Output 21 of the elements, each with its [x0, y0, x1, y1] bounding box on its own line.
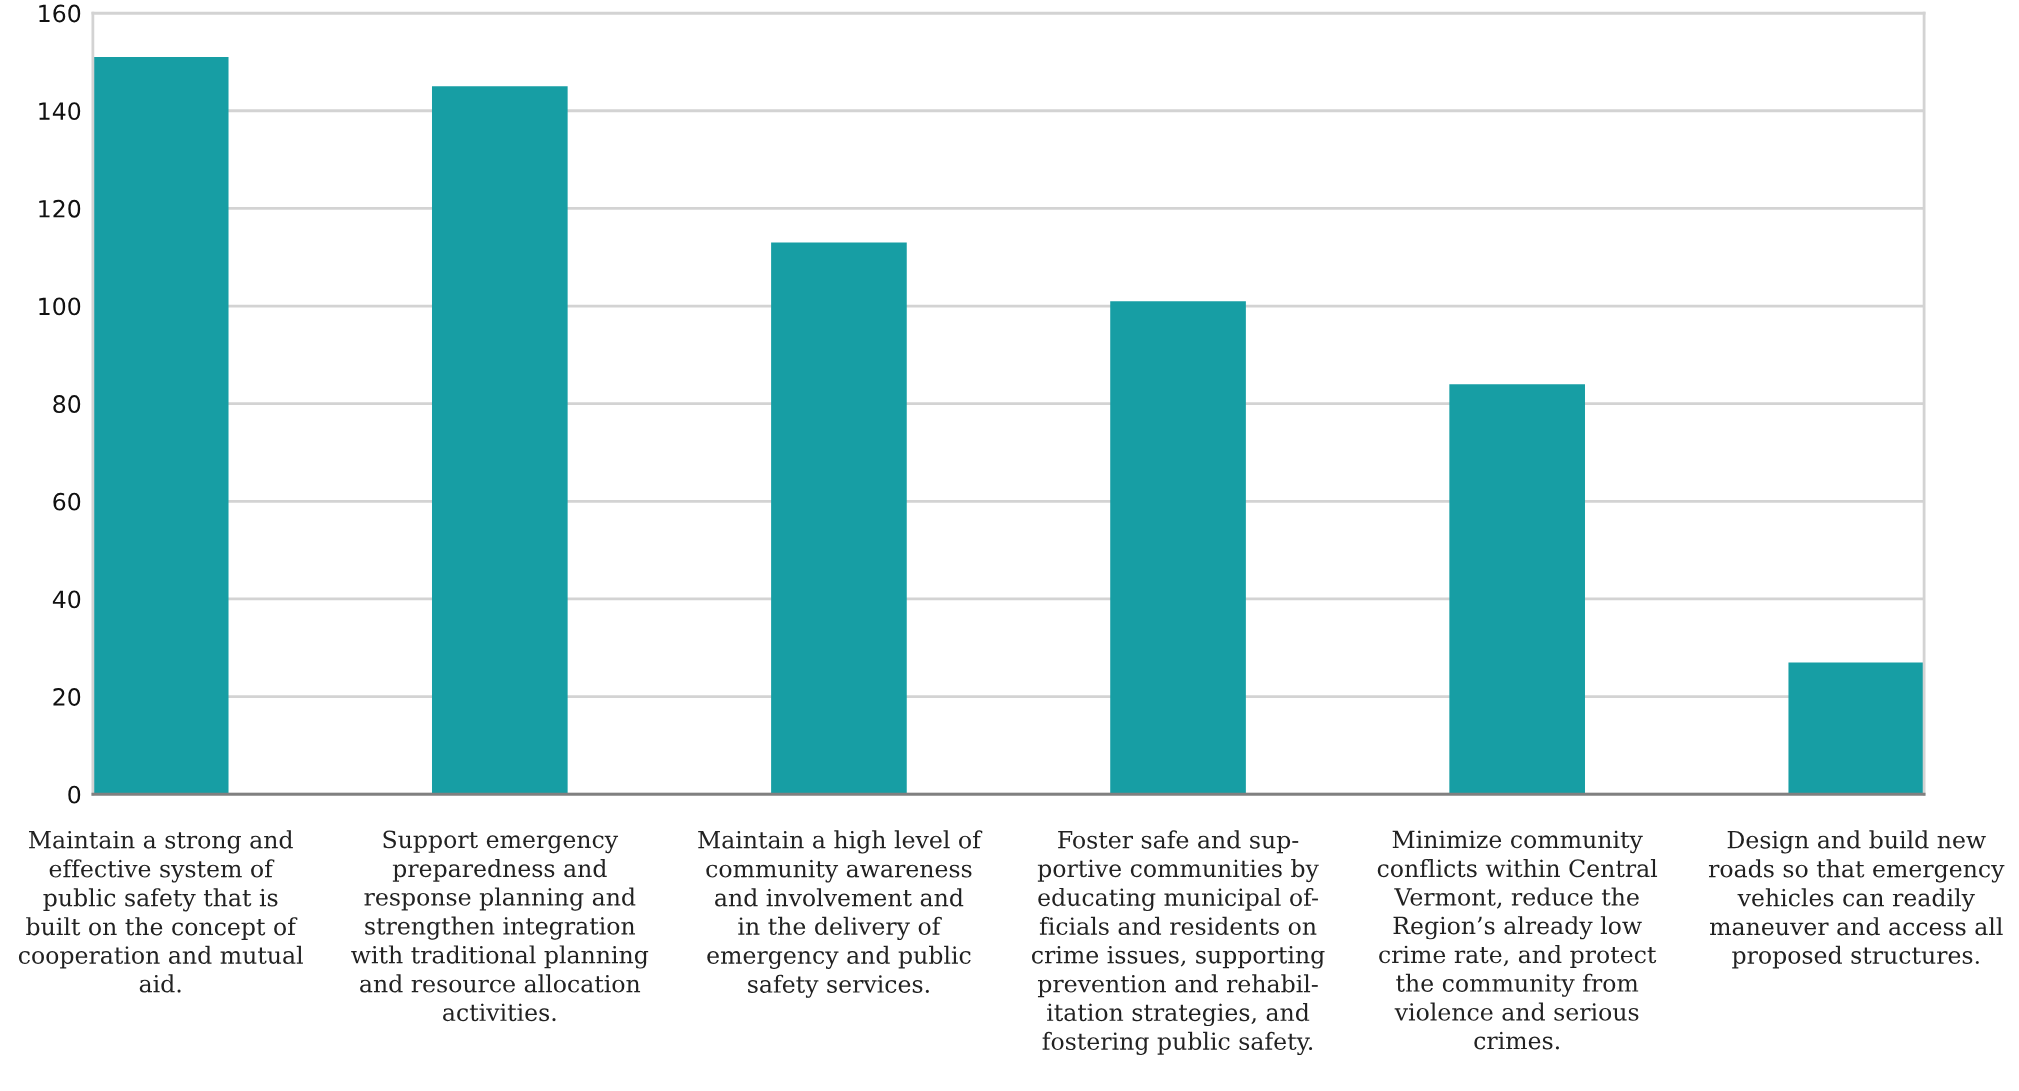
bar	[1788, 662, 1925, 795]
x-tick-label: Foster safe and sup- portive communities by educating municipal of- ficials and residents on crime issues, supporting prevention and rehabil- itation strategies, and fostering public safety.	[1032, 830, 1325, 1056]
bar	[1449, 384, 1585, 795]
x-tick-label: Design and build new roads so that emergency vehicles can readily maneuver and access all proposed structures.	[1708, 830, 2005, 969]
y-tick-label: 120	[39, 199, 81, 218]
x-tick-label: Minimize community conflicts within Central Vermont, reduce the Region’s already low crime rate, and protect the community from violence and serious crimes.	[1377, 830, 1658, 1050]
x-tick-label: Support emergency preparedness and response planning and strengthen integration with traditional planning and resource allocation activities.	[351, 830, 649, 1022]
y-tick-label: 40	[52, 590, 81, 609]
y-tick-label: 140	[39, 102, 81, 121]
bar	[92, 57, 229, 795]
y-tick-label: 0	[68, 785, 81, 804]
x-tick-label: Maintain a strong and effective system of public safety that is built on the concept of cooperation and mutual aid.	[18, 830, 303, 993]
y-tick-label: 20	[53, 688, 81, 706]
y-tick-label: 80	[53, 395, 81, 413]
y-tick-label: 60	[53, 492, 81, 511]
y-tick-label: 160	[39, 4, 81, 23]
y-tick-label: 100	[39, 297, 81, 316]
bar	[1110, 301, 1246, 795]
bar	[431, 86, 568, 795]
x-tick-label: Maintain a high level of community awareness and involvement and in the delivery of emergency and public safety services.	[698, 830, 983, 998]
bar	[771, 242, 907, 795]
